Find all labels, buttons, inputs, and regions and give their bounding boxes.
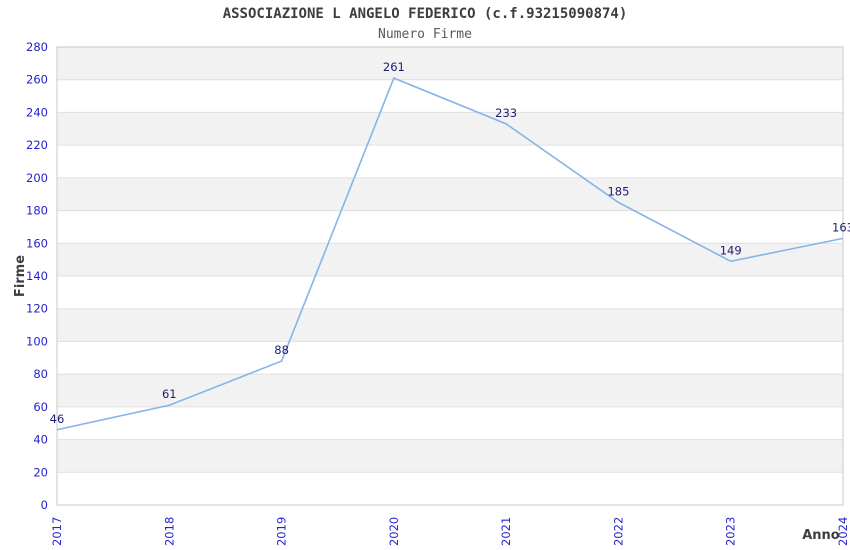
y-tick-label: 160 — [26, 236, 48, 250]
y-tick-label: 260 — [26, 73, 48, 87]
x-tick-label: 2019 — [275, 517, 289, 546]
y-tick-label: 40 — [33, 433, 48, 447]
value-label: 261 — [383, 60, 405, 74]
value-label: 185 — [607, 184, 629, 198]
x-axis-title: Anno — [802, 528, 840, 543]
grid-band — [57, 243, 843, 276]
y-tick-label: 240 — [26, 105, 48, 119]
grid-band — [57, 406, 843, 440]
grid-band — [57, 47, 843, 80]
grid-band — [57, 177, 843, 211]
y-tick-label: 180 — [26, 204, 48, 218]
grid-band — [57, 472, 843, 505]
y-tick-label: 0 — [41, 498, 48, 512]
y-tick-label: 140 — [26, 269, 48, 283]
value-label: 149 — [720, 243, 742, 257]
chart-title: ASSOCIAZIONE L ANGELO FEDERICO (c.f.9321… — [222, 6, 628, 22]
grid-band — [57, 112, 843, 146]
value-label: 233 — [495, 106, 517, 120]
y-tick-label: 120 — [26, 302, 48, 316]
x-tick-label: 2023 — [724, 517, 738, 546]
grid-band — [57, 145, 843, 178]
plot-border — [56, 46, 844, 506]
y-tick-label: 100 — [26, 334, 48, 348]
x-tick-label: 2024 — [836, 517, 850, 546]
y-tick-label: 200 — [26, 171, 48, 185]
chart-subtitle: Numero Firme — [378, 27, 472, 42]
grid-band — [57, 276, 843, 309]
grid-band — [57, 210, 843, 244]
y-tick-label: 60 — [33, 400, 48, 414]
x-tick-label: 2017 — [50, 517, 64, 546]
y-axis-title: Firme — [13, 255, 28, 297]
grid-band — [57, 439, 843, 473]
grid-band — [57, 341, 843, 375]
y-tick-label: 220 — [26, 138, 48, 152]
grid-band — [57, 79, 843, 113]
x-tick-label: 2020 — [387, 517, 401, 546]
value-label: 163 — [832, 220, 850, 234]
value-label: 61 — [162, 387, 177, 401]
x-tick-label: 2021 — [499, 517, 513, 546]
value-label: 46 — [50, 412, 65, 426]
y-tick-label: 280 — [26, 40, 48, 54]
y-tick-label: 20 — [33, 465, 48, 479]
grid-band — [57, 374, 843, 407]
grid-band — [57, 308, 843, 342]
x-tick-label: 2018 — [162, 517, 176, 546]
x-tick-label: 2022 — [611, 517, 625, 546]
y-tick-label: 80 — [33, 367, 48, 381]
series-line — [56, 77, 844, 431]
value-label: 88 — [274, 343, 289, 357]
